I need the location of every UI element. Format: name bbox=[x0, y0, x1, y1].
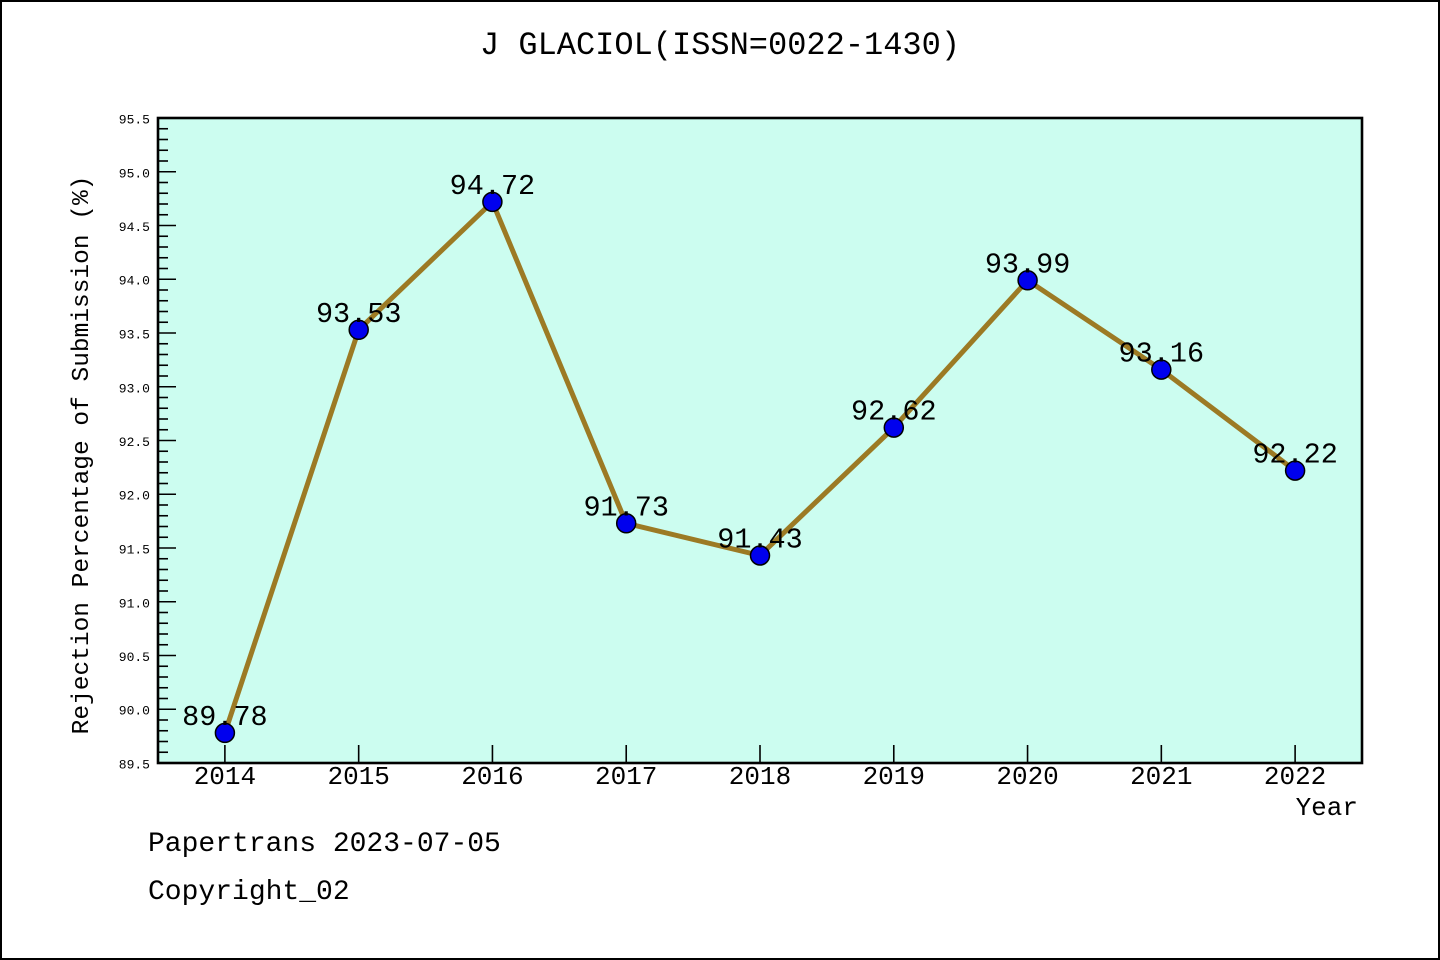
svg-text:95.5: 95.5 bbox=[119, 113, 150, 128]
svg-text:95.0: 95.0 bbox=[119, 166, 150, 181]
svg-text:94.5: 94.5 bbox=[119, 220, 150, 235]
svg-text:2016: 2016 bbox=[461, 762, 523, 792]
svg-text:93.99: 93.99 bbox=[985, 248, 1071, 281]
svg-text:Rejection Percentage of Submis: Rejection Percentage of Submission (%) bbox=[69, 176, 96, 735]
svg-text:91.0: 91.0 bbox=[119, 596, 150, 611]
svg-text:89.5: 89.5 bbox=[119, 758, 150, 773]
svg-text:92.62: 92.62 bbox=[851, 396, 937, 429]
svg-text:93.5: 93.5 bbox=[119, 328, 150, 343]
svg-text:2014: 2014 bbox=[194, 762, 256, 792]
svg-text:90.0: 90.0 bbox=[119, 704, 150, 719]
svg-text:2019: 2019 bbox=[863, 762, 925, 792]
svg-text:92.5: 92.5 bbox=[119, 435, 150, 450]
svg-text:91.73: 91.73 bbox=[583, 491, 669, 524]
svg-text:2021: 2021 bbox=[1130, 762, 1192, 792]
svg-text:2022: 2022 bbox=[1264, 762, 1326, 792]
svg-text:93.16: 93.16 bbox=[1119, 338, 1205, 371]
svg-text:90.5: 90.5 bbox=[119, 650, 150, 665]
svg-text:2020: 2020 bbox=[996, 762, 1058, 792]
svg-text:2017: 2017 bbox=[595, 762, 657, 792]
svg-text:91.43: 91.43 bbox=[717, 524, 803, 557]
svg-text:93.0: 93.0 bbox=[119, 381, 150, 396]
svg-text:2015: 2015 bbox=[327, 762, 389, 792]
svg-text:Year: Year bbox=[1296, 793, 1358, 823]
svg-text:93.53: 93.53 bbox=[316, 298, 402, 331]
svg-text:89.78: 89.78 bbox=[182, 701, 268, 734]
svg-text:91.5: 91.5 bbox=[119, 543, 150, 558]
svg-text:94.0: 94.0 bbox=[119, 274, 150, 289]
svg-text:92.0: 92.0 bbox=[119, 489, 150, 504]
svg-text:94.72: 94.72 bbox=[450, 170, 536, 203]
svg-text:2018: 2018 bbox=[729, 762, 791, 792]
svg-text:92.22: 92.22 bbox=[1252, 439, 1338, 472]
